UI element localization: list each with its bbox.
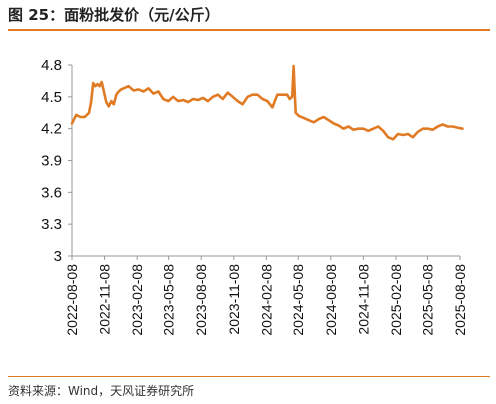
- y-tick-label: 4.8: [41, 57, 62, 74]
- y-tick-label: 3.6: [41, 184, 62, 201]
- x-tick-label: 2022-11-08: [97, 264, 113, 335]
- y-tick-label: 3.9: [41, 153, 62, 170]
- title-divider: [8, 29, 490, 31]
- y-tick-label: 4.5: [41, 89, 62, 106]
- x-tick-label: 2025-05-08: [419, 264, 435, 336]
- footer-divider: [8, 376, 490, 377]
- y-tick-label: 3.3: [41, 216, 62, 233]
- y-tick-label: 4.2: [41, 121, 62, 138]
- y-tick-label: 3: [54, 248, 62, 265]
- line-chart: 4.8 4.5 4.2 3.9 3.6 3.3 3 2022-08-08 2022-11-08…: [41, 57, 468, 336]
- x-tick-label: 2023-02-08: [129, 264, 145, 336]
- chart-title: 图 25：面粉批发价（元/公斤）: [8, 6, 220, 24]
- x-tick-label: 2023-05-08: [161, 264, 177, 336]
- series-line-0: [70, 64, 464, 141]
- x-axis: 2022-08-08 2022-11-08 2023-02-08 2023-05-08…: [64, 255, 468, 336]
- x-tick-label: 2024-11-08: [355, 264, 371, 335]
- x-tick-label: 2024-02-08: [258, 264, 274, 336]
- x-tick-label: 2022-08-08: [64, 264, 80, 336]
- plot-area: [70, 64, 464, 141]
- x-tick-label: 2024-08-08: [323, 264, 339, 336]
- x-tick-label: 2023-08-08: [193, 264, 209, 336]
- source-note: 资料来源：Wind，天风证券研究所: [8, 384, 195, 398]
- y-axis: 4.8 4.5 4.2 3.9 3.6 3.3 3: [41, 57, 73, 265]
- x-tick-label: 2025-02-08: [388, 264, 404, 336]
- x-tick-label: 2025-08-08: [452, 264, 468, 336]
- x-tick-label: 2024-05-08: [290, 264, 306, 336]
- x-tick-label: 2023-11-08: [226, 264, 242, 335]
